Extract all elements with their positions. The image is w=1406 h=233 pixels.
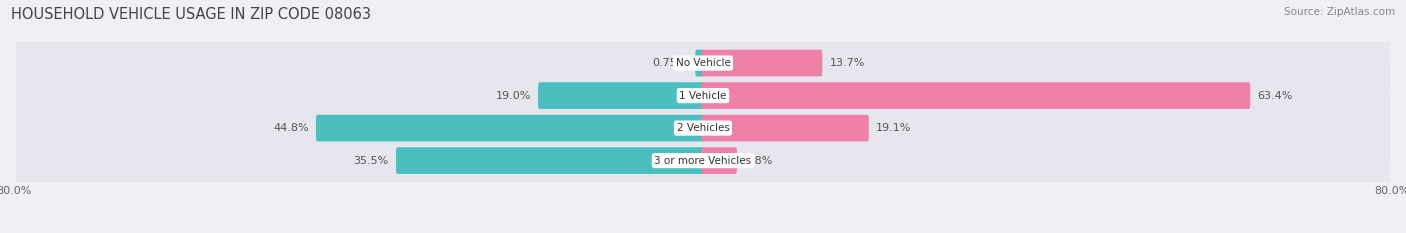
Text: 2 Vehicles: 2 Vehicles <box>676 123 730 133</box>
FancyBboxPatch shape <box>702 50 823 76</box>
Legend: Owner-occupied, Renter-occupied: Owner-occupied, Renter-occupied <box>578 230 828 233</box>
Text: 1 Vehicle: 1 Vehicle <box>679 91 727 101</box>
Text: 0.75%: 0.75% <box>652 58 688 68</box>
FancyBboxPatch shape <box>695 50 704 76</box>
Text: 63.4%: 63.4% <box>1257 91 1294 101</box>
FancyBboxPatch shape <box>702 82 1250 109</box>
FancyBboxPatch shape <box>538 82 704 109</box>
Text: 44.8%: 44.8% <box>273 123 308 133</box>
Text: No Vehicle: No Vehicle <box>675 58 731 68</box>
Text: 3.8%: 3.8% <box>744 156 773 166</box>
FancyBboxPatch shape <box>702 147 737 174</box>
FancyBboxPatch shape <box>15 28 1391 98</box>
Text: 19.1%: 19.1% <box>876 123 911 133</box>
FancyBboxPatch shape <box>316 115 704 141</box>
Text: Source: ZipAtlas.com: Source: ZipAtlas.com <box>1284 7 1395 17</box>
Text: 35.5%: 35.5% <box>353 156 388 166</box>
FancyBboxPatch shape <box>15 61 1391 131</box>
Text: 3 or more Vehicles: 3 or more Vehicles <box>654 156 752 166</box>
FancyBboxPatch shape <box>396 147 704 174</box>
Text: HOUSEHOLD VEHICLE USAGE IN ZIP CODE 08063: HOUSEHOLD VEHICLE USAGE IN ZIP CODE 0806… <box>11 7 371 22</box>
FancyBboxPatch shape <box>702 115 869 141</box>
FancyBboxPatch shape <box>15 93 1391 163</box>
Text: 13.7%: 13.7% <box>830 58 865 68</box>
FancyBboxPatch shape <box>15 126 1391 196</box>
Text: 19.0%: 19.0% <box>495 91 531 101</box>
